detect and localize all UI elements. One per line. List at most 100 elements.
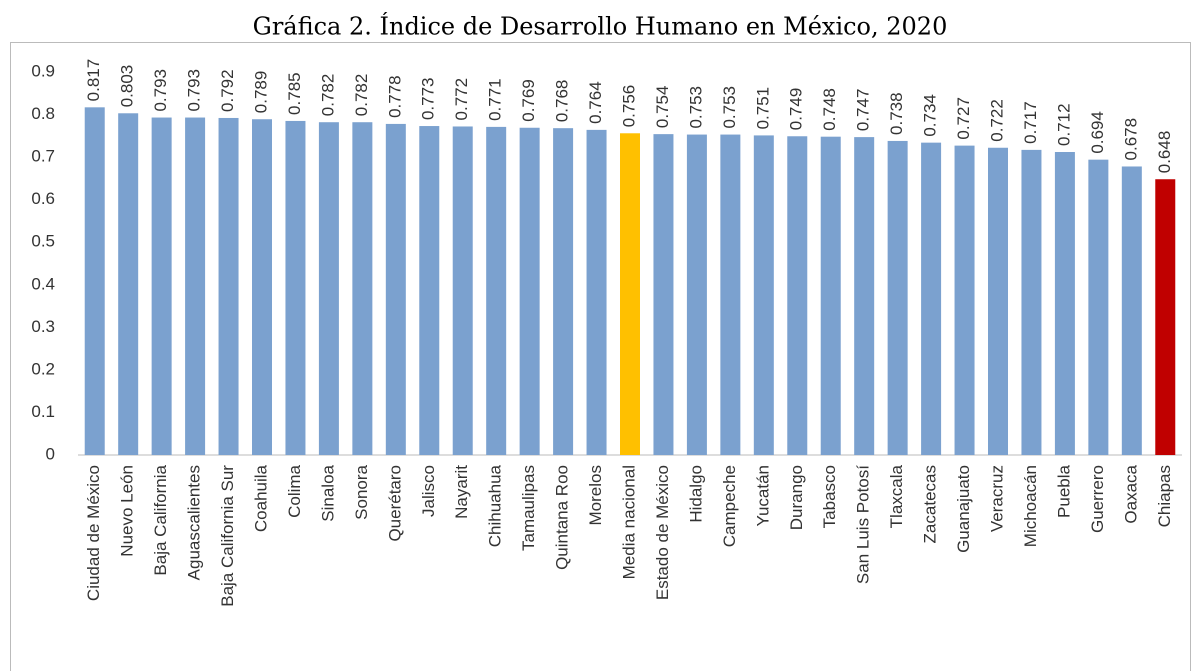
value-label: 0.751 xyxy=(753,87,772,130)
x-tick-label: Guanajuato xyxy=(954,465,973,553)
x-tick-label: Ciudad de México xyxy=(84,465,103,601)
bar xyxy=(753,135,774,455)
x-tick-label: Michoacán xyxy=(1021,465,1040,547)
x-tick-label: San Luis Potosí xyxy=(854,465,873,584)
value-label: 0.771 xyxy=(486,78,505,121)
value-label: 0.756 xyxy=(619,85,638,128)
value-label: 0.722 xyxy=(987,99,1006,142)
bar xyxy=(954,145,975,456)
x-tick-label: Querétaro xyxy=(385,465,404,542)
x-tick-label: Baja California Sur xyxy=(218,465,237,607)
y-tick-label: 0.8 xyxy=(31,104,55,123)
value-label: 0.747 xyxy=(854,89,873,132)
value-label: 0.785 xyxy=(285,72,304,115)
x-tick-label: Media nacional xyxy=(619,465,638,579)
value-label: 0.792 xyxy=(218,69,237,112)
value-label: 0.817 xyxy=(84,59,103,102)
bar xyxy=(318,122,339,456)
value-label: 0.712 xyxy=(1054,103,1073,146)
x-tick-label: Sinaloa xyxy=(318,464,337,521)
x-tick-label: Tabasco xyxy=(820,465,839,528)
x-tick-label: Aguascalientes xyxy=(185,465,204,580)
value-label: 0.738 xyxy=(887,92,906,135)
bar xyxy=(553,128,574,455)
y-tick-label: 0.3 xyxy=(31,317,55,336)
x-tick-label: Durango xyxy=(787,465,806,530)
bar xyxy=(519,127,540,456)
x-tick-label: Campeche xyxy=(720,465,739,547)
value-label: 0.793 xyxy=(151,69,170,112)
value-label: 0.764 xyxy=(586,81,605,124)
bar xyxy=(653,134,674,455)
value-label: 0.748 xyxy=(820,88,839,131)
bar xyxy=(1088,159,1109,456)
bar xyxy=(854,137,875,456)
bar xyxy=(218,117,239,456)
bar xyxy=(1054,152,1075,455)
value-label: 0.789 xyxy=(251,71,270,114)
chart-title: Gráfica 2. Índice de Desarrollo Humano e… xyxy=(253,12,948,41)
value-label: 0.734 xyxy=(921,94,940,137)
bar xyxy=(820,136,841,455)
x-tick-label: Guerrero xyxy=(1088,465,1107,533)
bar xyxy=(118,113,139,455)
bar xyxy=(452,126,473,456)
value-label: 0.717 xyxy=(1021,101,1040,144)
bar xyxy=(385,123,406,455)
y-tick-label: 0.4 xyxy=(31,274,55,293)
value-label: 0.778 xyxy=(385,75,404,118)
bar xyxy=(486,126,507,455)
bar xyxy=(1021,149,1042,456)
bar xyxy=(151,117,172,455)
x-tick-label: Oaxaca xyxy=(1121,464,1140,523)
x-tick-label: Puebla xyxy=(1054,464,1073,517)
value-label: 0.773 xyxy=(419,77,438,120)
x-tick-label: Colima xyxy=(285,464,304,517)
y-tick-label: 0.7 xyxy=(31,147,55,166)
value-label: 0.769 xyxy=(519,79,538,122)
bar xyxy=(285,120,306,455)
x-tick-label: Sonora xyxy=(352,464,371,519)
y-tick-label: 0.2 xyxy=(31,359,55,378)
value-label: 0.694 xyxy=(1088,111,1107,154)
bar xyxy=(620,133,640,455)
x-tick-label: Chiapas xyxy=(1155,465,1174,527)
bar xyxy=(921,142,942,456)
y-tick-label: 0.6 xyxy=(31,189,55,208)
value-label: 0.749 xyxy=(787,88,806,131)
value-label: 0.753 xyxy=(720,86,739,129)
x-tick-label: Baja California xyxy=(151,464,170,575)
x-tick-label: Hidalgo xyxy=(686,465,705,523)
bar xyxy=(720,134,741,455)
bar xyxy=(787,136,808,455)
x-tick-label: Zacatecas xyxy=(921,465,940,543)
bar xyxy=(185,117,206,455)
x-tick-label: Veracruz xyxy=(987,465,1006,532)
bar xyxy=(352,122,373,456)
bar xyxy=(252,119,272,455)
y-tick-label: 0.9 xyxy=(31,61,55,80)
bar xyxy=(419,126,440,455)
x-tick-label: Yucatán xyxy=(753,465,772,526)
value-label: 0.803 xyxy=(118,65,137,108)
x-tick-label: Morelos xyxy=(586,465,605,525)
x-tick-label: Tlaxcala xyxy=(887,464,906,528)
value-label: 0.754 xyxy=(653,86,672,129)
chart-frame xyxy=(10,42,1191,671)
x-tick-label: Tamaulipas xyxy=(519,465,538,551)
y-tick-label: 0.1 xyxy=(31,402,55,421)
x-tick-label: Nuevo León xyxy=(118,465,137,557)
value-label: 0.782 xyxy=(352,74,371,117)
value-label: 0.768 xyxy=(553,80,572,123)
bar xyxy=(586,129,607,455)
value-label: 0.772 xyxy=(452,78,471,121)
x-tick-label: Quintana Roo xyxy=(553,465,572,570)
bar xyxy=(686,134,707,455)
value-label: 0.648 xyxy=(1155,131,1174,174)
bar xyxy=(988,147,1008,455)
y-tick-label: 0 xyxy=(46,444,55,463)
value-label: 0.727 xyxy=(954,97,973,140)
x-tick-label: Jalisco xyxy=(419,465,438,517)
x-tick-label: Estado de México xyxy=(653,465,672,600)
x-tick-label: Chihuahua xyxy=(486,464,505,547)
